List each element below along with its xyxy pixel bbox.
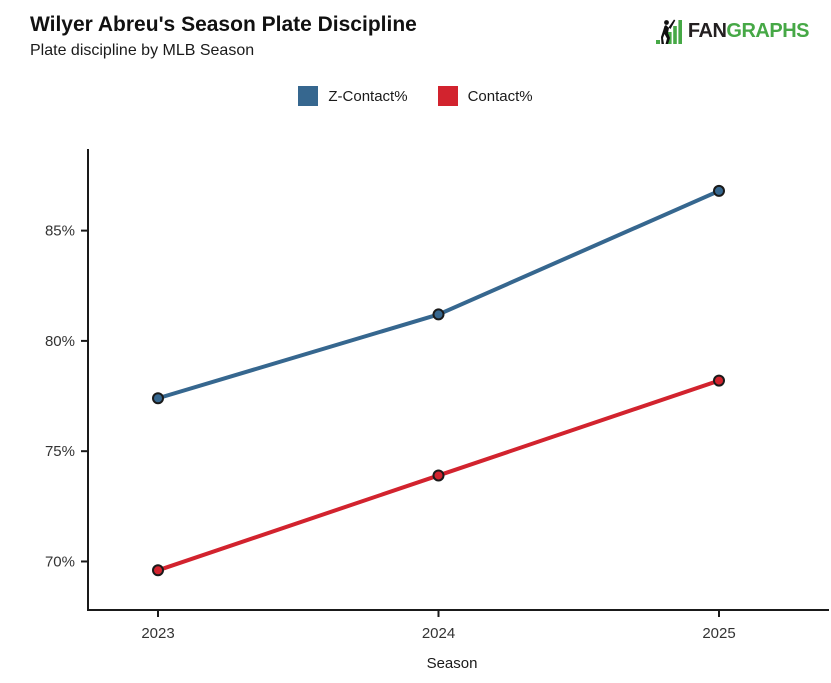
x-axis-label: Season: [427, 655, 478, 672]
legend-label: Z-Contact%: [328, 87, 408, 105]
data-point-contact: [152, 564, 164, 577]
x-tick-label: 2023: [141, 625, 174, 642]
batter-silhouette: [660, 19, 676, 44]
y-tick-label: 85%: [45, 223, 75, 240]
data-point-zcontact: [432, 308, 445, 321]
fangraphs-logo: FANGRAPHS: [655, 16, 809, 46]
chart-legend: Z-Contact% Contact%: [0, 86, 831, 106]
y-tick-label: 80%: [45, 333, 75, 350]
legend-label: Contact%: [467, 87, 533, 105]
data-point-zcontact: [713, 184, 725, 197]
legend-item-contact: Contact%: [437, 86, 533, 106]
series-line-zcontact: [156, 188, 721, 401]
x-tick-label: 2025: [702, 625, 735, 642]
chart-subtitle: Plate discipline by MLB Season: [30, 42, 255, 60]
logo-text-graphs: GRAPHS: [726, 19, 809, 42]
logo-text: FANGRAPHS: [687, 19, 810, 43]
legend-item-zcontact: Z-Contact%: [298, 86, 408, 106]
y-tick-label: 70%: [45, 553, 75, 570]
chart-title: Wilyer Abreu's Season Plate Discipline: [30, 13, 417, 36]
logo-text-fan: FAN: [687, 19, 727, 42]
chart-header: Wilyer Abreu's Season Plate Discipline P…: [30, 12, 417, 60]
legend-swatch: [298, 86, 319, 106]
data-point-zcontact: [152, 392, 164, 405]
data-point-contact: [432, 469, 445, 482]
data-point-contact: [713, 374, 725, 387]
axes: [87, 149, 829, 611]
x-tick-label: 2024: [422, 625, 455, 642]
fangraphs-batter-icon: [655, 19, 682, 44]
y-tick-label: 75%: [45, 443, 75, 460]
legend-swatch: [437, 86, 458, 106]
